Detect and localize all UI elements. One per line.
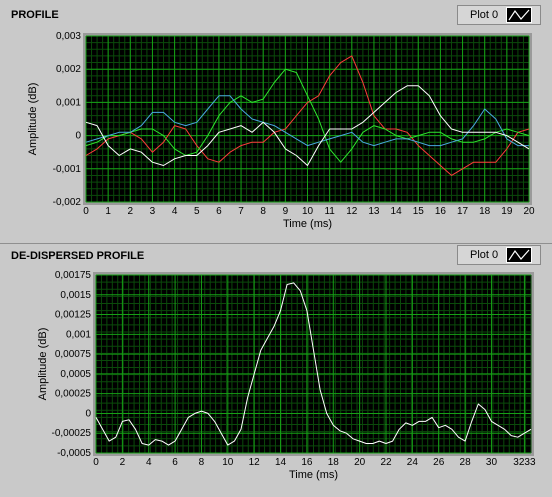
profile-xtick-label: 3 — [150, 206, 156, 217]
dedispersed-xtick-label: 10 — [222, 457, 234, 468]
dedispersed-ytick-label: 0,0015 — [60, 290, 91, 301]
profile-plot-legend[interactable]: Plot 0 — [457, 5, 541, 25]
profile-xtick-label: 5 — [194, 206, 200, 217]
profile-xtick-label: 7 — [238, 206, 244, 217]
dedispersed-plot-legend[interactable]: Plot 0 — [457, 245, 541, 265]
dedispersed-ytick-label: 0,00075 — [55, 349, 92, 360]
panel-divider — [0, 243, 552, 244]
profile-xtick-label: 11 — [324, 206, 335, 217]
profile-ytick-label: -0,002 — [53, 197, 82, 208]
profile-xtick-label: 4 — [172, 206, 178, 217]
profile-series-3 — [85, 85, 530, 166]
profile-xtick-label: 8 — [260, 206, 266, 217]
profile-xtick-label: 16 — [435, 206, 447, 217]
dedispersed-legend-line-icon — [506, 247, 533, 263]
profile-ytick-label: 0 — [75, 131, 81, 142]
profile-title: PROFILE — [11, 9, 59, 21]
profile-xtick-label: 13 — [368, 206, 380, 217]
profile-y-axis-title: Amplitude (dB) — [27, 83, 39, 156]
profile-series-0 — [85, 55, 530, 176]
profile-series-2 — [85, 95, 529, 147]
dedispersed-xtick-label: 2 — [120, 457, 126, 468]
profile-xtick-label: 2 — [128, 206, 134, 217]
dedispersed-ytick-label: 0,00125 — [55, 310, 92, 321]
dedispersed-xtick-label: 14 — [275, 457, 287, 468]
profile-xtick-label: 15 — [413, 206, 425, 217]
dedispersed-xtick-label: 3233 — [513, 457, 536, 468]
dedispersed-ytick-label: 0,00025 — [55, 389, 92, 400]
profile-xtick-label: 12 — [346, 206, 358, 217]
dedispersed-xtick-label: 12 — [249, 457, 261, 468]
profile-ytick-label: 0,001 — [56, 97, 81, 108]
profile-panel: PROFILE Plot 0 0 1 2 3 4 5 6 7 8 9 10 11 12 13 14 15 16 1… — [0, 0, 552, 243]
profile-xtick-label: 0 — [83, 206, 89, 217]
dedispersed-xtick-label: 30 — [486, 457, 498, 468]
dedispersed-ytick-label: 0,001 — [66, 329, 91, 340]
dedispersed-x-axis-title: Time (ms) — [289, 469, 338, 481]
dedispersed-panel: DE-DISPERSED PROFILE Plot 0 0 2 4 6 8 10 12 14 1… — [0, 244, 552, 497]
profile-legend-label: Plot 0 — [470, 9, 499, 21]
profile-x-axis-title: Time (ms) — [283, 218, 332, 230]
dedispersed-xtick-label: 22 — [380, 457, 392, 468]
dedispersed-xtick-label: 24 — [407, 457, 419, 468]
dedispersed-xtick-label: 20 — [354, 457, 366, 468]
dedispersed-ytick-label: 0 — [85, 408, 91, 419]
dedispersed-xtick-label: 28 — [460, 457, 472, 468]
profile-ytick-label: 0,002 — [56, 64, 81, 75]
dedispersed-series-0 — [95, 282, 532, 446]
dedispersed-ytick-label: 0,00175 — [55, 270, 92, 281]
profile-xtick-label: 10 — [302, 206, 314, 217]
profile-xtick-label: 14 — [391, 206, 403, 217]
profile-ytick-label: 0,003 — [56, 31, 81, 42]
profile-series-1 — [85, 68, 530, 163]
profile-ytick-label: -0,001 — [53, 164, 82, 175]
dedispersed-xtick-label: 0 — [93, 457, 99, 468]
dedispersed-xtick-label: 18 — [328, 457, 340, 468]
profile-xtick-label: 9 — [283, 206, 289, 217]
dedispersed-y-axis-title: Amplitude (dB) — [37, 328, 49, 401]
dedispersed-title: DE-DISPERSED PROFILE — [11, 250, 145, 262]
dedispersed-ytick-label: -0,0005 — [57, 448, 91, 459]
profile-xtick-label: 17 — [457, 206, 469, 217]
dedispersed-chart: 0 2 4 6 8 10 12 14 16 18 20 22 24 26 28 30 3233-0,0005-0… — [37, 270, 536, 481]
profile-xtick-label: 6 — [216, 206, 222, 217]
dedispersed-xtick-label: 26 — [433, 457, 445, 468]
dedispersed-xtick-label: 8 — [199, 457, 205, 468]
profile-chart: 0 1 2 3 4 5 6 7 8 9 10 11 12 13 14 15 16 17 18 19 20-0,002-0… — [27, 31, 535, 230]
dedispersed-xtick-label: 4 — [146, 457, 152, 468]
dedispersed-ytick-label: -0,00025 — [52, 428, 92, 439]
dedispersed-minor-grid — [95, 274, 532, 454]
profile-xtick-label: 1 — [105, 206, 111, 217]
profile-xtick-label: 18 — [479, 206, 491, 217]
profile-xtick-label: 20 — [523, 206, 535, 217]
profile-xtick-label: 19 — [501, 206, 513, 217]
dedispersed-xtick-label: 16 — [301, 457, 313, 468]
dedispersed-xtick-label: 6 — [172, 457, 178, 468]
dedispersed-legend-label: Plot 0 — [470, 249, 499, 261]
dedispersed-ytick-label: 0,0005 — [60, 369, 91, 380]
profile-legend-line-icon — [506, 7, 533, 23]
